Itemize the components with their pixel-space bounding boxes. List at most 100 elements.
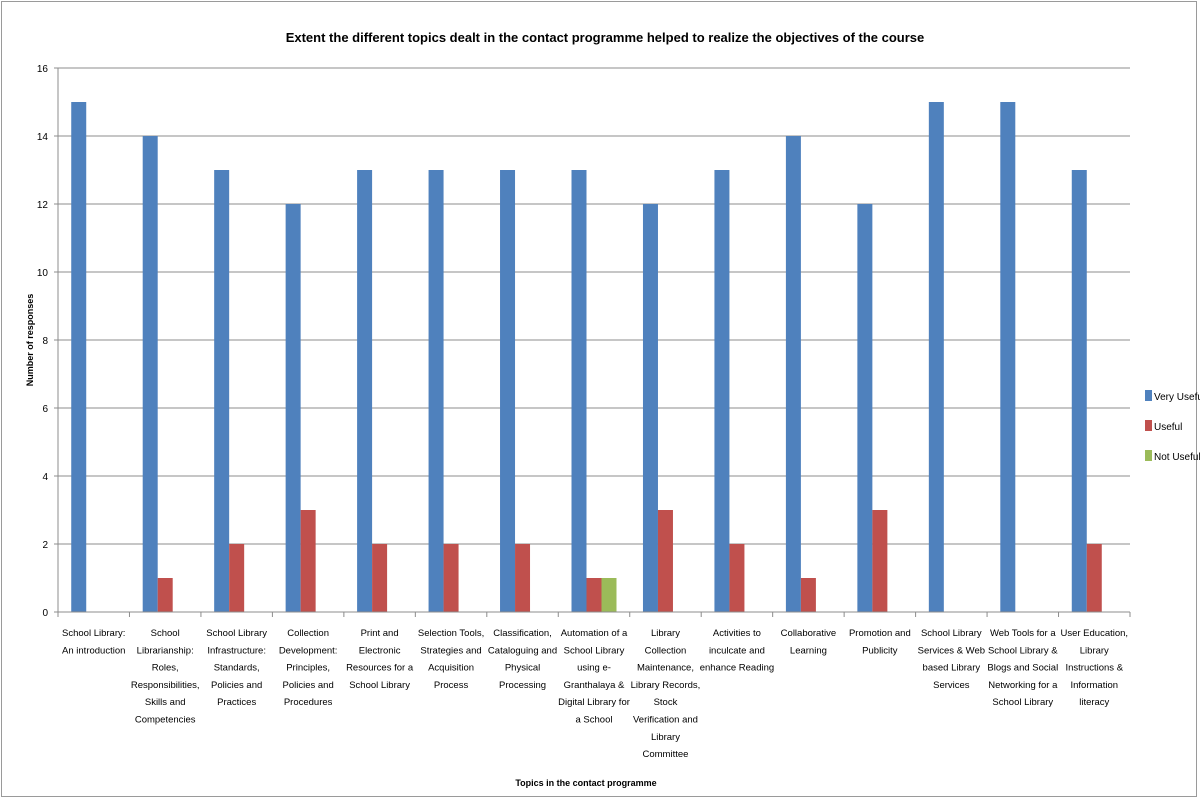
x-category-label-line: Library (651, 628, 680, 639)
x-category-label-line: Library Records, (631, 680, 701, 691)
bar-useful (372, 544, 388, 612)
x-category-label: Activities to inculcate and enhance Readin… (700, 628, 774, 674)
y-tick-label: 8 (42, 336, 48, 347)
bar-useful (443, 544, 459, 612)
bar-very-useful (571, 170, 587, 612)
x-category-label: School Library Infrastructure: Standards, P… (206, 628, 267, 708)
x-category-label-line: Competencies (135, 715, 196, 726)
y-tick-label: 6 (42, 404, 48, 415)
x-category-label-line: a School (576, 715, 613, 726)
x-category-label-line: Procedures (284, 697, 333, 708)
legend-swatch (1145, 420, 1152, 431)
bar-useful (229, 544, 245, 612)
x-category-label-line: School Library (206, 628, 267, 639)
x-axis-categories: School Library: An introduction School Libr… (62, 628, 1128, 760)
x-category-label-line: Maintenance, (637, 663, 694, 674)
x-category-label-line: Acquisition (428, 663, 474, 674)
x-category-label: User Education, Library Instructions & Info… (1060, 628, 1128, 708)
x-category-label-line: Activities to (713, 628, 761, 639)
bar-very-useful (214, 170, 230, 612)
x-category-label-line: Library (651, 732, 680, 743)
x-category-label-line: Principles, (286, 663, 330, 674)
x-category-label: Print and Electronic Resources for a School… (346, 628, 414, 691)
x-category-label: Collaborative Learning (781, 628, 836, 656)
x-category-label-line: Verification and (633, 715, 698, 726)
x-category-label-line: Roles, (152, 663, 179, 674)
y-tick-label: 4 (42, 472, 48, 483)
x-category-label-line: Classification, (493, 628, 552, 639)
x-category-label: Web Tools for a School Library & Blogs and… (987, 628, 1058, 708)
bar-very-useful (142, 136, 158, 612)
bar-very-useful (428, 170, 444, 612)
bar-useful (586, 578, 602, 612)
x-category-label-line: Policies and (283, 680, 334, 691)
x-category-label-line: Policies and (211, 680, 262, 691)
legend-swatch (1145, 450, 1152, 461)
x-category-label-line: Instructions & (1065, 663, 1123, 674)
bar-very-useful (71, 102, 87, 612)
legend-label: Not Useful (1154, 452, 1200, 463)
legend: Very Useful Useful Not Useful (1145, 390, 1200, 463)
x-category-label-line: Publicity (862, 645, 898, 656)
x-category-label: Collection Development: Principles, Policie… (279, 628, 338, 708)
y-tick-label: 16 (37, 64, 49, 75)
x-category-label-line: inculcate and (709, 645, 765, 656)
y-tick-label: 10 (37, 268, 49, 279)
y-tick-label: 2 (42, 540, 48, 551)
x-axis-title: Topics in the contact programme (515, 778, 656, 788)
x-category-label-line: Promotion and (849, 628, 911, 639)
bar-useful (657, 510, 673, 612)
bar-very-useful (857, 204, 873, 612)
bar-useful (872, 510, 888, 612)
x-category-label-line: Librarianship: (137, 645, 194, 656)
x-category-label: Automation of a School Library using e- Gra… (558, 628, 630, 726)
bar-very-useful (500, 170, 516, 612)
x-category-label: Promotion and Publicity (849, 628, 911, 656)
bar-useful (1086, 544, 1102, 612)
legend-label: Very Useful (1154, 392, 1200, 403)
x-category-label-line: enhance Reading (700, 663, 774, 674)
x-category-label-line: Skills and (145, 697, 186, 708)
x-category-label-line: Automation of a (561, 628, 628, 639)
x-category-label-line: School Library (564, 645, 625, 656)
x-category-label-line: Selection Tools, (418, 628, 484, 639)
x-category-label-line: Print and (361, 628, 399, 639)
bar-useful (800, 578, 816, 612)
bars (71, 102, 1102, 612)
bar-very-useful (285, 204, 301, 612)
bar-very-useful (928, 102, 944, 612)
y-tick-label: 14 (37, 132, 49, 143)
x-category-label-line: School Library (921, 628, 982, 639)
y-tick-label: 12 (37, 200, 49, 211)
x-category-label-line: Standards, (214, 663, 260, 674)
x-category-label-line: School Library: (62, 628, 125, 639)
x-category-label-line: Granthalaya & (564, 680, 625, 691)
x-category-label-line: Processing (499, 680, 546, 691)
x-category-label-line: Responsibilities, (131, 680, 200, 691)
x-category-label-line: Collection (645, 645, 687, 656)
x-category-label-line: literacy (1079, 697, 1109, 708)
x-category-label: Library Collection Maintenance, Library Rec… (631, 628, 701, 760)
x-category-label-line: Development: (279, 645, 338, 656)
bar-very-useful (1000, 102, 1016, 612)
x-category-label-line: Information (1071, 680, 1119, 691)
x-category-label-line: Web Tools for a (990, 628, 1056, 639)
bar-useful (729, 544, 745, 612)
x-category-label-line: School Library (992, 697, 1053, 708)
x-category-label-line: Library (1080, 645, 1109, 656)
x-category-label: School Library: An introduction (62, 628, 125, 656)
x-category-label-line: School Library (349, 680, 410, 691)
x-category-label-line: Services & Web (918, 645, 985, 656)
x-category-label-line: using e- (577, 663, 611, 674)
bar-very-useful (785, 136, 801, 612)
x-category-label-line: Strategies and (420, 645, 481, 656)
y-tick-label: 0 (42, 608, 48, 619)
bar-useful (300, 510, 316, 612)
legend-swatch (1145, 390, 1152, 401)
bar-very-useful (642, 204, 658, 612)
x-category-label: School Librarianship: Roles, Responsibiliti… (131, 628, 200, 726)
x-category-label-line: Stock (654, 697, 678, 708)
x-category-label-line: Blogs and Social (987, 663, 1058, 674)
